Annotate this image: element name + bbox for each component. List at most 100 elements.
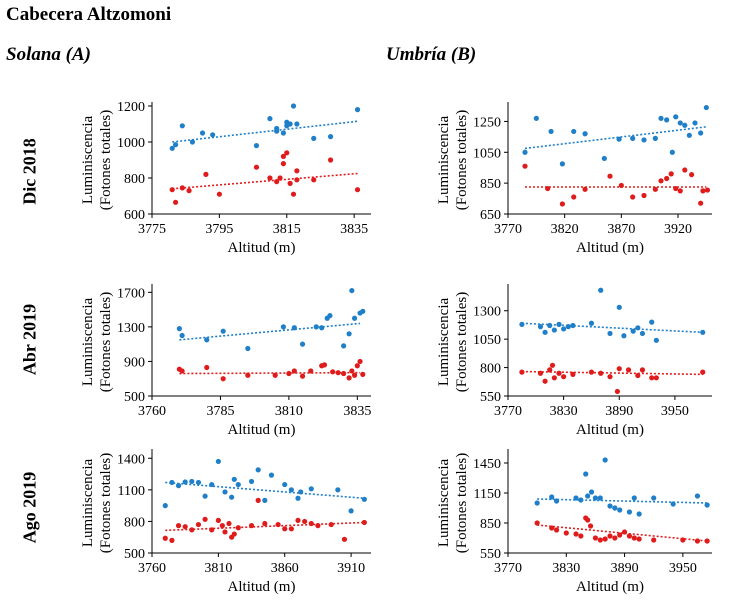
- data-point-blue: [313, 324, 319, 330]
- y-tick-label: 1100: [118, 484, 145, 499]
- data-point-red: [209, 527, 215, 533]
- data-point-red: [330, 369, 336, 375]
- data-point-blue: [588, 320, 595, 326]
- data-point-red: [274, 179, 280, 185]
- x-tick-label: 3890: [605, 404, 633, 419]
- data-point-red: [327, 157, 334, 163]
- data-point-red: [636, 536, 642, 542]
- data-point-red: [700, 188, 706, 194]
- data-point-blue: [612, 505, 618, 511]
- data-point-red: [582, 186, 588, 192]
- data-point-blue: [548, 128, 554, 135]
- trendline-blue: [172, 120, 358, 143]
- x-tick-label: 3835: [343, 404, 371, 419]
- data-point-blue: [670, 501, 676, 507]
- data-point-red: [179, 185, 185, 191]
- data-point-blue: [556, 321, 562, 327]
- data-point-red: [341, 536, 348, 542]
- data-point-red: [182, 524, 188, 530]
- data-point-blue: [202, 493, 208, 499]
- data-point-red: [291, 368, 297, 374]
- data-point-blue: [215, 458, 221, 465]
- data-point-blue: [588, 489, 595, 495]
- y-tick-label: 1000: [117, 136, 145, 151]
- data-point-red: [245, 372, 251, 378]
- data-point-red: [186, 188, 192, 194]
- x-tick-label: 3770: [494, 222, 522, 237]
- data-point-blue: [669, 149, 675, 155]
- data-point-blue: [673, 114, 679, 120]
- data-point-red: [651, 537, 657, 543]
- data-point-red: [299, 373, 306, 379]
- trendline-red: [165, 521, 365, 532]
- data-point-blue: [319, 325, 325, 331]
- data-point-red: [694, 538, 701, 544]
- data-point-red: [680, 537, 686, 543]
- y-tick-label: 1200: [117, 100, 145, 115]
- data-point-blue: [349, 287, 355, 294]
- x-tick-label: 3890: [611, 561, 639, 576]
- data-point-blue: [280, 324, 286, 330]
- y-tick-label: 500: [124, 390, 145, 405]
- data-point-blue: [290, 103, 297, 109]
- data-point-blue: [651, 495, 657, 501]
- x-tick-label: 3815: [273, 222, 301, 237]
- x-tick-label: 3810: [275, 404, 303, 419]
- data-point-blue: [630, 328, 636, 334]
- data-point-blue: [288, 487, 294, 493]
- x-tick-label: 3910: [337, 561, 365, 576]
- data-point-red: [549, 525, 555, 531]
- data-point-blue: [346, 331, 352, 337]
- y-tick-label: 1050: [473, 146, 501, 161]
- data-point-red: [626, 533, 633, 539]
- data-point-red: [649, 375, 655, 381]
- data-point-red: [169, 537, 175, 543]
- data-point-red: [294, 177, 300, 183]
- data-point-blue: [677, 120, 683, 126]
- data-point-blue: [607, 330, 613, 337]
- data-point-blue: [607, 503, 613, 509]
- y-tick-label: 650: [480, 208, 501, 223]
- data-point-blue: [235, 481, 241, 488]
- data-point-red: [653, 375, 659, 381]
- y-axis-title-line: (Fotones totales): [454, 110, 470, 210]
- data-point-blue: [231, 476, 237, 482]
- data-point-blue: [636, 511, 642, 517]
- data-point-red: [542, 378, 548, 384]
- data-point-red: [286, 370, 292, 377]
- x-tick-label: 3795: [205, 222, 233, 237]
- data-point-blue: [255, 467, 261, 473]
- data-point-red: [668, 171, 674, 177]
- data-point-red: [226, 520, 232, 527]
- y-axis-title-line: (Fotones totales): [454, 453, 470, 553]
- data-point-red: [231, 531, 237, 537]
- data-point-blue: [209, 481, 215, 488]
- data-point-red: [585, 517, 591, 523]
- data-point-blue: [616, 136, 622, 142]
- data-point-blue: [559, 161, 566, 167]
- y-tick-label: 1400: [117, 452, 145, 467]
- data-point-red: [658, 178, 664, 184]
- data-point-blue: [542, 329, 548, 335]
- y-tick-label: 1300: [473, 305, 501, 320]
- data-point-blue: [533, 115, 539, 121]
- data-point-red: [631, 535, 637, 541]
- data-point-blue: [551, 327, 557, 333]
- data-point-red: [607, 533, 613, 539]
- data-point-red: [607, 173, 613, 179]
- y-tick-label: 1700: [117, 286, 145, 301]
- data-point-red: [253, 164, 260, 170]
- chart-ago2019-solana: 500 800 1100 1400 3760 3810 3860 3910 Altitud (m…: [80, 449, 371, 595]
- y-tick-label: 550: [480, 390, 501, 405]
- y-tick-label: 600: [124, 208, 145, 223]
- data-point-blue: [175, 483, 182, 489]
- data-point-red: [288, 526, 294, 532]
- data-point-red: [315, 523, 321, 529]
- data-point-blue: [280, 130, 286, 136]
- y-tick-label: 800: [480, 362, 501, 377]
- x-axis-title: Altitud (m): [228, 579, 296, 595]
- data-point-blue: [348, 508, 354, 514]
- data-point-blue: [592, 495, 599, 501]
- y-tick-label: 1150: [474, 487, 501, 502]
- y-axis-title-line: (Fotones totales): [98, 110, 114, 210]
